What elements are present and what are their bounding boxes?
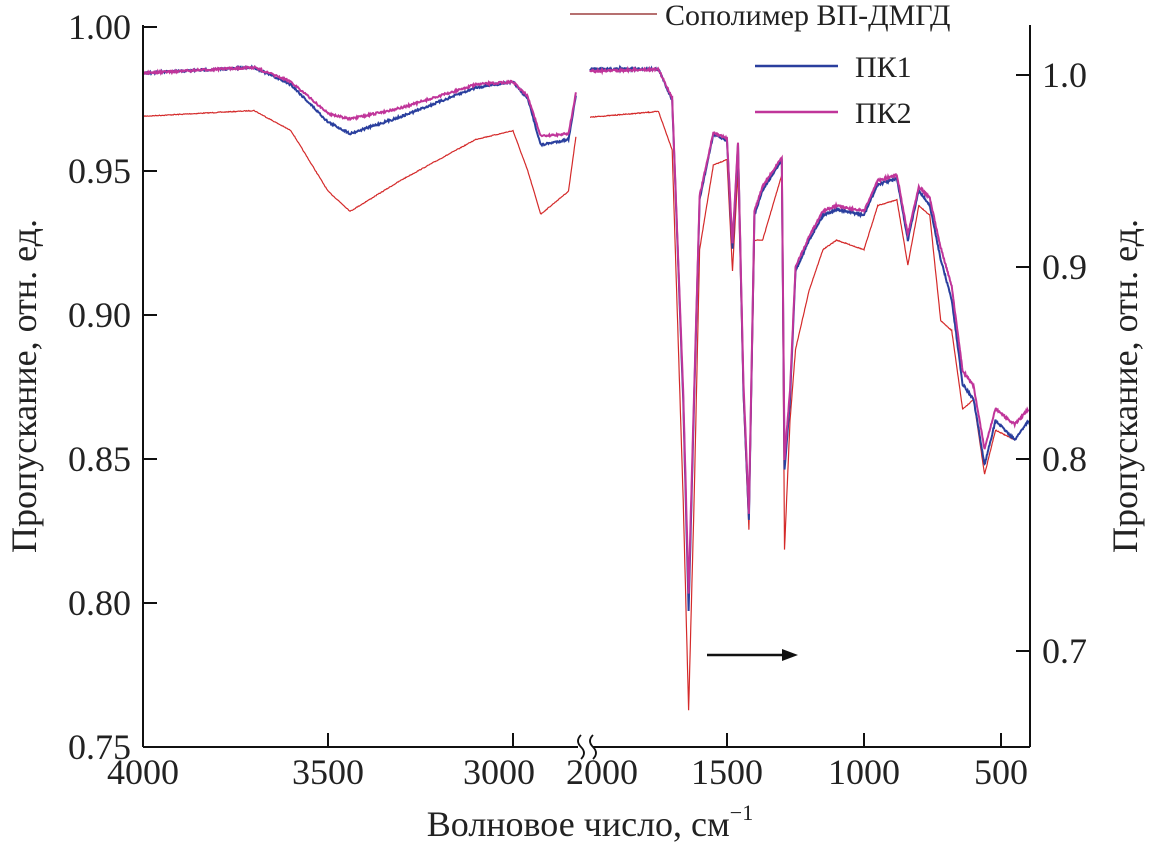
axes-layer: 4000 3500 3000 2000 1500 1000 500 0.75 0.80 0.85 0…: [68, 7, 1087, 792]
y-tick-label-left: 1.00: [68, 7, 131, 47]
x-tick-label: 1500: [691, 752, 763, 792]
x-tick-label: 3000: [463, 752, 535, 792]
legend-label: ПК1: [855, 51, 912, 84]
x-axis-title: Волновое число, см−1: [427, 800, 753, 844]
axis-break-mark-2: [589, 734, 597, 760]
y-tick-label-right: 0.9: [1042, 247, 1087, 287]
x-tick-label: 3500: [292, 752, 364, 792]
series-line-2-left: [142, 64, 577, 148]
x-tick-label: 500: [974, 752, 1028, 792]
y-tick-label-right: 0.8: [1042, 439, 1087, 479]
series-line-1-left: [142, 109, 577, 215]
y-tick-label-left: 0.95: [68, 151, 131, 191]
axis-break-mark-1: [577, 734, 585, 760]
x-tick-label: 4000: [107, 752, 179, 792]
legend-label: ПК2: [855, 97, 912, 130]
series-line-1-right: [590, 110, 1029, 711]
x-tick-label: 1000: [828, 752, 900, 792]
y-tick-label-right: 1.0: [1042, 55, 1087, 95]
y-axis-title-left: Пропускание, отн. ед.: [4, 219, 44, 553]
series-line-2-right: [589, 64, 1030, 612]
y-tick-label-left: 0.75: [68, 727, 131, 767]
y-axis-title-right: Пропускание, отн. ед.: [1105, 219, 1145, 553]
x-axis-title-sup: −1: [730, 800, 753, 825]
x-tick-label: 2000: [566, 752, 638, 792]
series-line-3-left: [142, 64, 577, 139]
legend: Сополимер ВП-ДМГД ПК1 ПК2: [570, 0, 950, 130]
y-tick-label-left: 0.90: [68, 295, 131, 335]
y-tick-label-left: 0.85: [68, 439, 131, 479]
legend-label: Сополимер ВП-ДМГД: [665, 0, 950, 32]
series-line-3-right: [589, 65, 1030, 594]
x-axis-title-text: Волновое число, см: [427, 804, 730, 844]
y-tick-label-right: 0.7: [1042, 631, 1087, 671]
y-tick-label-left: 0.80: [68, 583, 131, 623]
series-layer: [142, 64, 1030, 711]
right-axis-arrow-head: [782, 649, 798, 661]
